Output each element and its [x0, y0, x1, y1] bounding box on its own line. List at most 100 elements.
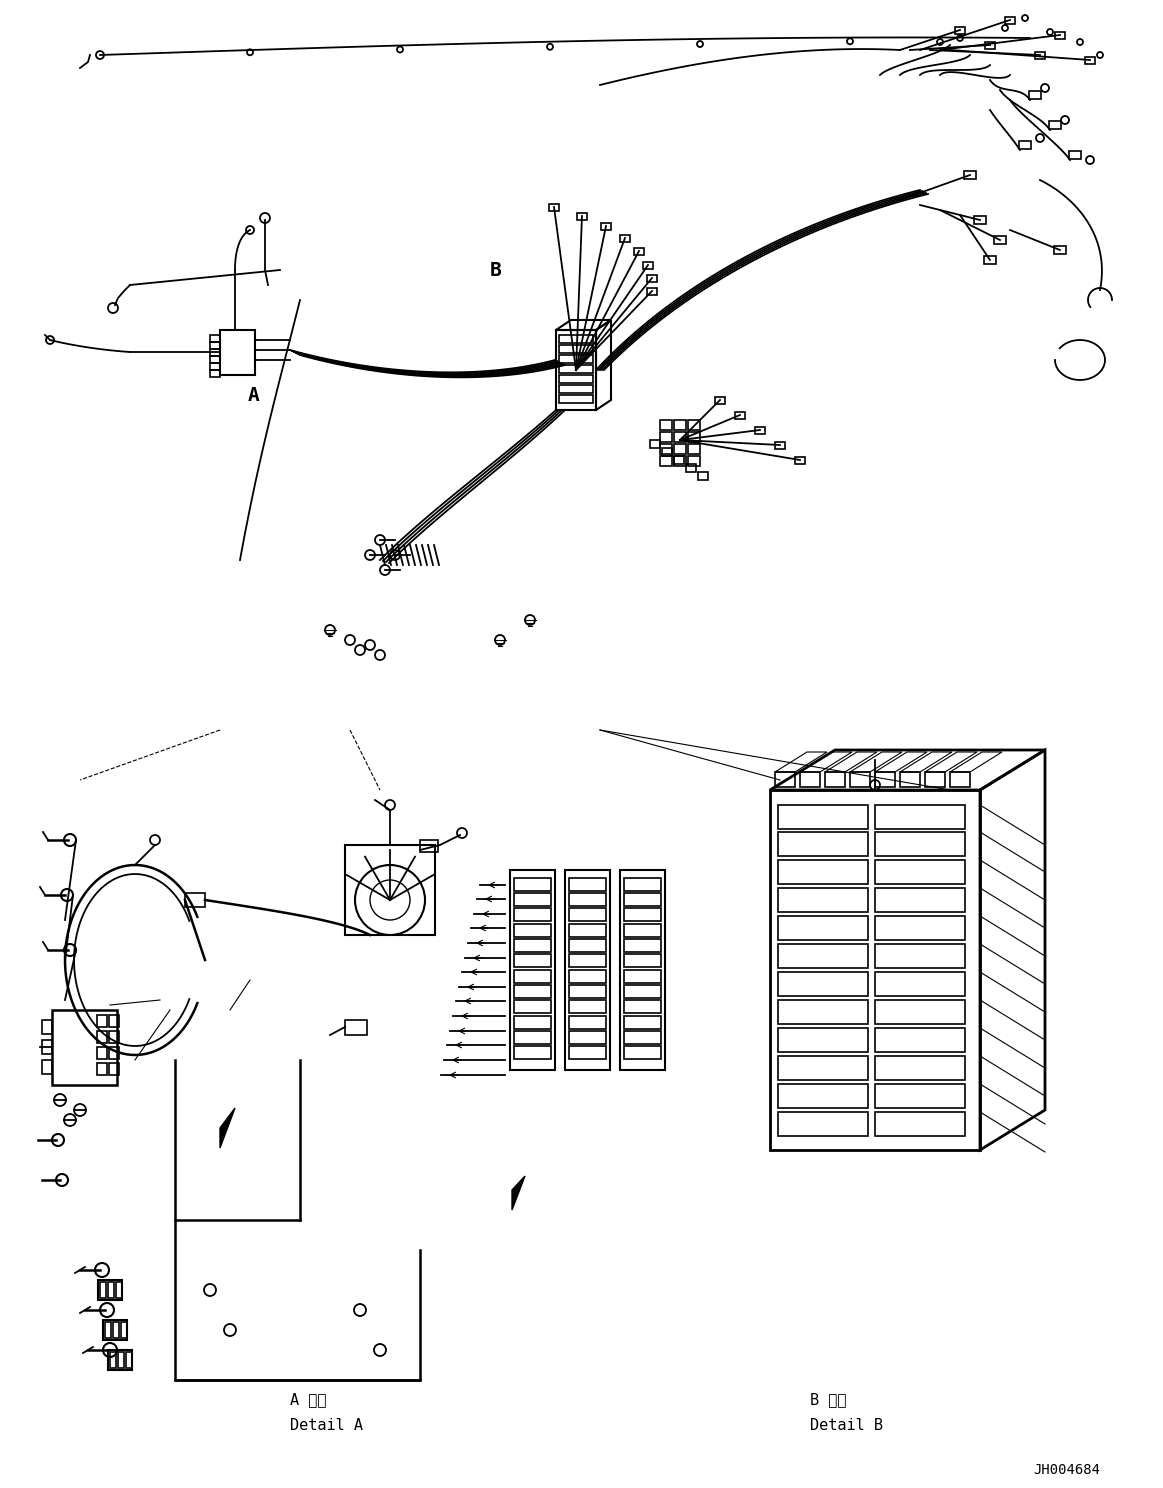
Bar — [698, 472, 708, 481]
Bar — [625, 908, 661, 921]
Bar — [42, 1040, 52, 1054]
Bar — [688, 455, 700, 466]
Bar — [625, 1000, 661, 1013]
Bar — [625, 939, 661, 952]
Bar — [778, 860, 868, 884]
Bar — [715, 397, 725, 405]
Bar — [105, 1321, 110, 1338]
Bar — [514, 893, 551, 906]
Bar — [955, 27, 965, 34]
Bar — [97, 1015, 107, 1027]
Bar — [659, 455, 672, 466]
Bar — [925, 772, 946, 787]
Bar — [675, 455, 684, 464]
Text: A 詳細: A 詳細 — [290, 1393, 327, 1408]
Bar — [620, 870, 665, 1070]
Bar — [643, 262, 652, 269]
Bar — [675, 443, 686, 454]
Bar — [211, 350, 220, 356]
Bar — [42, 1059, 52, 1074]
Bar — [559, 365, 593, 373]
Bar — [211, 363, 220, 371]
Bar — [559, 394, 593, 403]
Text: Detail B: Detail B — [809, 1418, 883, 1433]
Bar — [675, 455, 686, 466]
Bar — [514, 924, 551, 937]
Bar — [994, 237, 1006, 244]
Bar — [569, 1000, 606, 1013]
Bar — [514, 1046, 551, 1059]
Bar — [659, 432, 672, 442]
Bar — [569, 970, 606, 984]
Bar — [569, 1031, 606, 1045]
Bar — [514, 1000, 551, 1013]
Bar — [625, 924, 661, 937]
Bar — [52, 1010, 117, 1085]
Bar — [109, 1062, 119, 1074]
Bar — [778, 1083, 868, 1109]
Bar — [559, 335, 593, 344]
Bar — [778, 1028, 868, 1052]
Bar — [211, 342, 220, 350]
Bar — [97, 1062, 107, 1074]
Text: JH004684: JH004684 — [1033, 1463, 1100, 1478]
Bar — [1035, 52, 1046, 60]
Bar — [569, 893, 606, 906]
Bar — [345, 845, 435, 934]
Bar — [109, 1015, 119, 1027]
Bar — [625, 893, 661, 906]
Bar — [113, 1321, 119, 1338]
Bar — [1055, 33, 1065, 39]
Bar — [109, 1031, 119, 1043]
Text: Detail A: Detail A — [290, 1418, 363, 1433]
Bar — [778, 1000, 868, 1024]
Bar — [185, 893, 205, 908]
Bar — [984, 256, 996, 263]
Bar — [42, 1019, 52, 1034]
Bar — [514, 939, 551, 952]
Bar — [675, 420, 686, 430]
Bar — [126, 1353, 131, 1367]
Bar — [514, 985, 551, 998]
Bar — [875, 917, 965, 940]
Bar — [875, 1112, 965, 1135]
Bar — [1029, 91, 1041, 100]
Bar — [778, 917, 868, 940]
Bar — [1085, 57, 1096, 64]
Polygon shape — [512, 1176, 525, 1210]
Bar — [875, 972, 965, 995]
Bar — [100, 1283, 106, 1298]
Bar — [345, 1019, 368, 1036]
Bar — [778, 805, 868, 829]
Bar — [625, 985, 661, 998]
Bar — [875, 772, 896, 787]
Bar — [688, 443, 700, 454]
Bar — [569, 954, 606, 967]
Bar — [688, 420, 700, 430]
Bar — [577, 213, 587, 220]
Bar — [559, 356, 593, 363]
Bar — [108, 1350, 131, 1370]
Bar — [795, 457, 805, 464]
Bar — [778, 1056, 868, 1080]
Bar — [778, 832, 868, 856]
Bar — [625, 954, 661, 967]
Bar — [211, 356, 220, 363]
Bar — [104, 1320, 127, 1341]
Bar — [650, 440, 659, 448]
Bar — [875, 860, 965, 884]
Bar — [121, 1321, 127, 1338]
Bar — [569, 939, 606, 952]
Bar — [1005, 16, 1015, 24]
Bar — [647, 275, 657, 283]
Bar — [778, 1112, 868, 1135]
Bar — [559, 385, 593, 393]
Bar — [565, 870, 611, 1070]
Bar — [514, 878, 551, 891]
Bar — [569, 878, 606, 891]
Bar — [625, 1016, 661, 1030]
Bar — [601, 223, 611, 231]
Bar — [625, 970, 661, 984]
Bar — [559, 375, 593, 382]
Bar — [800, 772, 820, 787]
